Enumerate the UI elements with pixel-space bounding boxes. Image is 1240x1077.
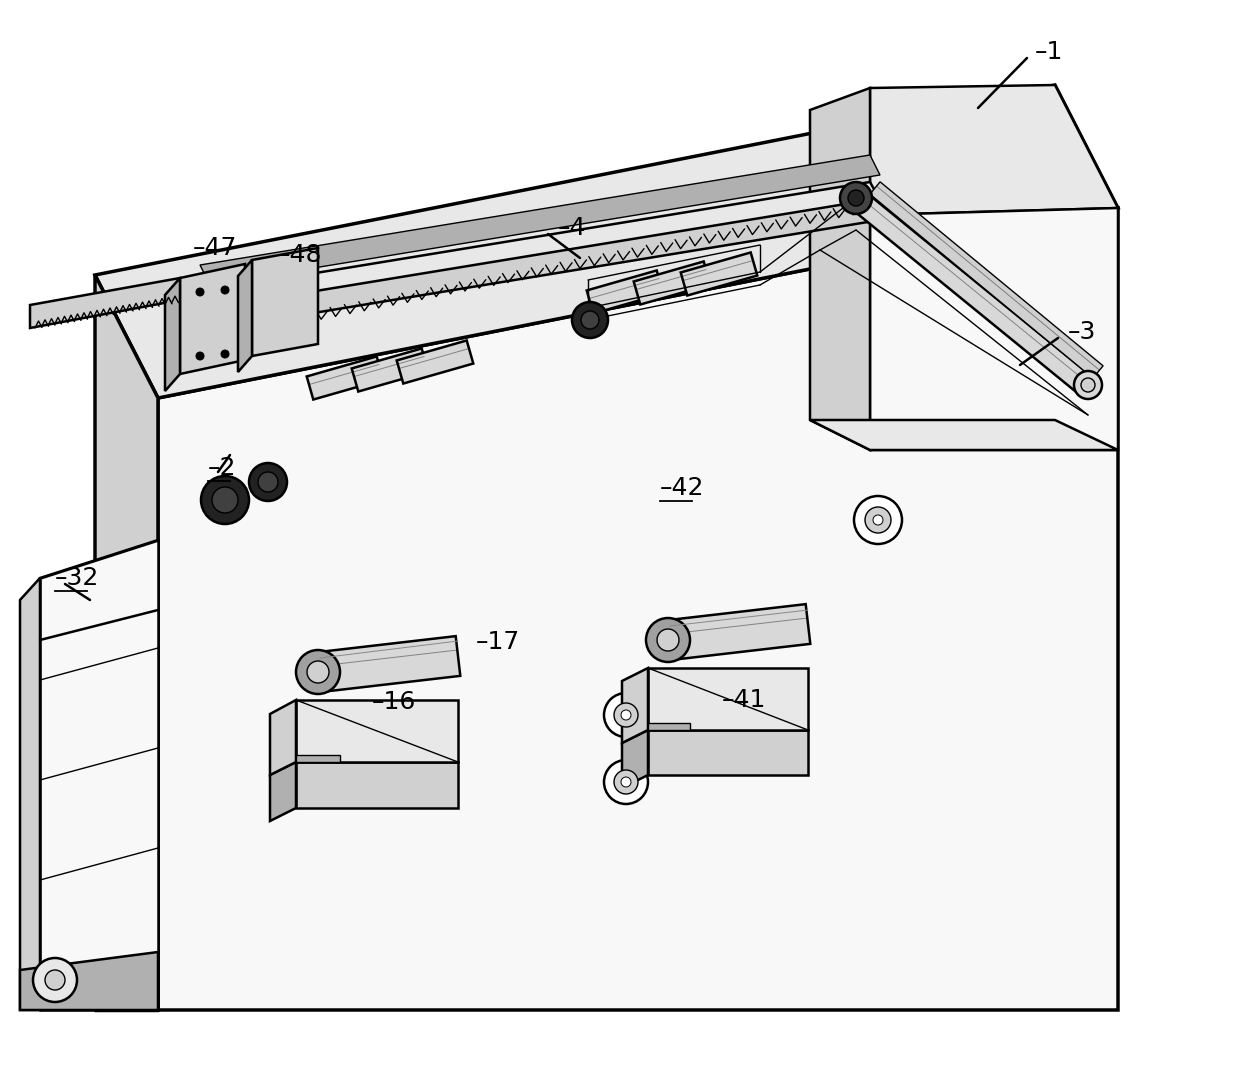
Circle shape xyxy=(614,703,639,727)
Polygon shape xyxy=(870,208,1118,450)
Circle shape xyxy=(646,618,689,662)
Polygon shape xyxy=(352,349,428,392)
Circle shape xyxy=(621,710,631,721)
Polygon shape xyxy=(95,85,1118,398)
Polygon shape xyxy=(649,668,808,730)
Polygon shape xyxy=(667,604,810,660)
Polygon shape xyxy=(200,155,880,285)
Polygon shape xyxy=(157,208,1118,1010)
Circle shape xyxy=(839,182,872,214)
Polygon shape xyxy=(270,700,296,775)
Circle shape xyxy=(221,286,229,294)
Text: –3: –3 xyxy=(1068,320,1096,344)
Polygon shape xyxy=(587,270,663,313)
Circle shape xyxy=(45,970,64,990)
Text: –4: –4 xyxy=(558,216,587,240)
Polygon shape xyxy=(622,668,649,743)
Polygon shape xyxy=(622,730,649,788)
Polygon shape xyxy=(810,88,870,450)
Polygon shape xyxy=(634,262,711,305)
Polygon shape xyxy=(20,578,40,1010)
Circle shape xyxy=(249,463,286,501)
Text: –42: –42 xyxy=(660,476,704,500)
Polygon shape xyxy=(397,340,474,383)
Polygon shape xyxy=(238,260,252,372)
Polygon shape xyxy=(95,275,157,1010)
Circle shape xyxy=(621,777,631,787)
Circle shape xyxy=(212,487,238,513)
Circle shape xyxy=(582,311,599,328)
Text: –16: –16 xyxy=(372,690,417,714)
Polygon shape xyxy=(20,952,157,1010)
Polygon shape xyxy=(306,356,383,400)
Polygon shape xyxy=(296,755,340,763)
Text: –32: –32 xyxy=(55,567,99,590)
Text: –48: –48 xyxy=(278,243,322,267)
Circle shape xyxy=(201,476,249,524)
Polygon shape xyxy=(165,278,180,391)
Circle shape xyxy=(854,496,901,544)
Polygon shape xyxy=(296,763,458,808)
Circle shape xyxy=(866,507,892,533)
Text: –1: –1 xyxy=(1035,40,1064,64)
Circle shape xyxy=(572,302,608,338)
Text: –17: –17 xyxy=(476,630,521,654)
Circle shape xyxy=(308,661,329,683)
Text: –2: –2 xyxy=(208,456,237,480)
Text: –47: –47 xyxy=(193,236,237,260)
Circle shape xyxy=(33,959,77,1002)
Circle shape xyxy=(258,472,278,492)
Circle shape xyxy=(1074,370,1102,398)
Polygon shape xyxy=(317,637,460,691)
Circle shape xyxy=(848,190,864,206)
Polygon shape xyxy=(200,182,880,310)
Circle shape xyxy=(873,515,883,524)
Polygon shape xyxy=(870,182,1104,378)
Polygon shape xyxy=(200,200,880,330)
Polygon shape xyxy=(810,420,1118,450)
Polygon shape xyxy=(40,540,157,1010)
Circle shape xyxy=(296,651,340,694)
Polygon shape xyxy=(649,730,808,775)
Circle shape xyxy=(221,350,229,358)
Polygon shape xyxy=(296,700,458,763)
Polygon shape xyxy=(180,264,246,374)
Circle shape xyxy=(657,629,680,651)
Polygon shape xyxy=(681,252,758,295)
Polygon shape xyxy=(40,540,157,680)
Circle shape xyxy=(614,770,639,794)
Circle shape xyxy=(604,693,649,737)
Polygon shape xyxy=(851,192,1092,393)
Polygon shape xyxy=(649,723,689,730)
Circle shape xyxy=(1081,378,1095,392)
Circle shape xyxy=(196,288,205,296)
Circle shape xyxy=(604,760,649,805)
Circle shape xyxy=(196,352,205,360)
Polygon shape xyxy=(870,85,1118,215)
Text: –41: –41 xyxy=(722,688,766,712)
Polygon shape xyxy=(252,248,317,356)
Polygon shape xyxy=(270,763,296,821)
Polygon shape xyxy=(30,278,180,328)
